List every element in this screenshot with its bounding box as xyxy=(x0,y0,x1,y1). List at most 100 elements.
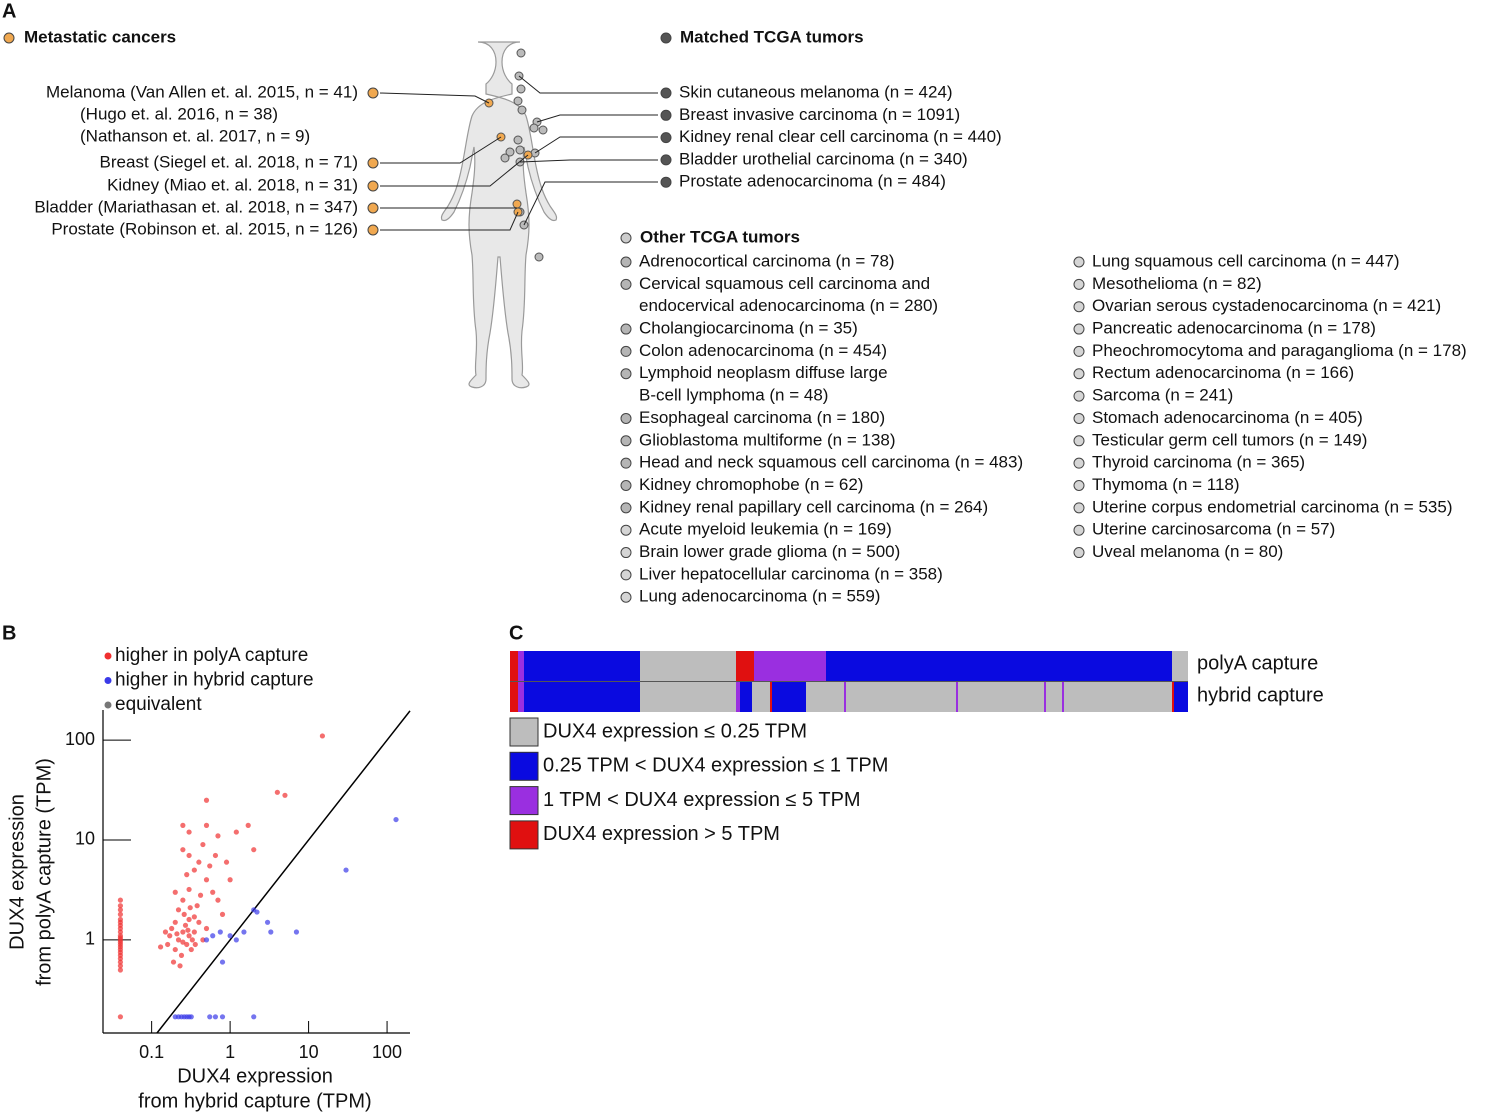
bullet xyxy=(1073,323,1085,335)
point xyxy=(210,933,216,939)
point xyxy=(157,944,164,950)
bullet xyxy=(620,323,632,335)
point xyxy=(210,889,216,895)
matched-item: Bladder urothelial carcinoma (n = 340) xyxy=(679,149,968,168)
heatmap-cell xyxy=(844,682,846,712)
other-item: Lung adenocarcinoma (n = 559) xyxy=(639,587,880,606)
other-item: Head and neck squamous cell carcinoma (n… xyxy=(639,453,1023,472)
other-item: Testicular germ cell tumors (n = 149) xyxy=(1092,430,1367,449)
panel-label: B xyxy=(2,622,16,644)
bullet xyxy=(1073,256,1085,268)
bullet xyxy=(367,157,379,169)
other-item: Thymoma (n = 118) xyxy=(1092,475,1240,494)
point xyxy=(117,897,124,903)
legend-swatch xyxy=(509,786,539,816)
point xyxy=(203,797,210,803)
bullet xyxy=(1073,368,1085,380)
other-item: Uterine corpus endometrial carcinoma (n … xyxy=(1092,497,1452,516)
group-title: Other TCGA tumors xyxy=(640,227,800,246)
point xyxy=(191,929,197,935)
bullet xyxy=(620,591,632,603)
heatmap-cell xyxy=(510,682,518,712)
other-item: B-cell lymphoma (n = 48) xyxy=(639,386,828,405)
legend-label: equivalent xyxy=(115,694,202,715)
other-item: Pheochromocytoma and paraganglioma (n = … xyxy=(1092,341,1467,360)
point xyxy=(165,941,171,948)
legend-label: DUX4 expression ≤ 0.25 TPM xyxy=(543,720,807,742)
bullet xyxy=(620,345,632,357)
point xyxy=(241,929,247,935)
point xyxy=(117,907,124,913)
point xyxy=(233,937,239,943)
point xyxy=(343,867,349,873)
point xyxy=(175,907,182,913)
point xyxy=(200,937,206,943)
heatmap-cell xyxy=(1062,682,1064,712)
bullet xyxy=(660,87,672,99)
bullet xyxy=(620,524,632,536)
bullet xyxy=(1073,502,1085,514)
point xyxy=(188,946,194,953)
metastatic-item: (Hugo et. al. 2016, n = 38) xyxy=(80,104,278,123)
heatmap-cell xyxy=(518,651,524,681)
bullet xyxy=(1073,301,1085,313)
point xyxy=(117,933,124,939)
y-axis-label: from polyA capture (TPM) xyxy=(33,758,55,986)
bullet xyxy=(620,412,632,424)
point xyxy=(251,847,257,853)
matched-item: Skin cutaneous melanoma (n = 424) xyxy=(679,82,953,101)
legend-label: 0.25 TPM < DUX4 expression ≤ 1 TPM xyxy=(543,755,888,777)
point xyxy=(215,833,221,839)
heatmap-cell xyxy=(736,682,740,712)
point xyxy=(172,919,178,925)
point xyxy=(215,897,221,903)
other-item: Adrenocortical carcinoma (n = 78) xyxy=(639,251,895,270)
bullet xyxy=(620,457,632,469)
matched-item: Prostate adenocarcinoma (n = 484) xyxy=(679,172,946,191)
bullet xyxy=(367,87,379,99)
point xyxy=(194,903,200,909)
point xyxy=(186,829,192,835)
identity-line xyxy=(156,710,411,1034)
row-label: polyA capture xyxy=(1197,652,1318,674)
y-axis-label: DUX4 expression xyxy=(6,794,28,950)
heatmap-cell xyxy=(1172,682,1174,712)
point xyxy=(170,959,177,965)
panel-label: A xyxy=(2,0,16,22)
point xyxy=(293,929,300,935)
y-tick-label: 10 xyxy=(75,829,95,849)
point xyxy=(203,822,210,828)
point xyxy=(196,859,202,865)
other-item: Lymphoid neoplasm diffuse large xyxy=(639,363,888,382)
point xyxy=(180,929,186,935)
other-item: Thyroid carcinoma (n = 365) xyxy=(1092,453,1305,472)
heatmap-cell xyxy=(740,682,752,712)
bullet xyxy=(367,180,379,192)
point xyxy=(393,816,399,823)
point xyxy=(167,933,173,939)
other-item: Esophageal carcinoma (n = 180) xyxy=(639,408,885,427)
bullet xyxy=(1073,524,1085,536)
legend-swatch xyxy=(509,751,539,781)
legend-label: higher in polyA capture xyxy=(115,645,308,666)
bullet xyxy=(1073,278,1085,290)
other-item: Brain lower grade glioma (n = 500) xyxy=(639,542,900,561)
point xyxy=(219,911,226,917)
point xyxy=(169,925,175,932)
point xyxy=(203,925,210,932)
point xyxy=(117,911,124,917)
x-tick-label: 1 xyxy=(225,1042,235,1062)
point xyxy=(188,1014,194,1020)
y-tick-label: 100 xyxy=(65,729,95,749)
heatmap-cell xyxy=(1064,682,1172,712)
bullet xyxy=(620,547,632,559)
legend-marker xyxy=(104,652,112,660)
heatmap-cell xyxy=(806,682,844,712)
point xyxy=(182,922,189,928)
point xyxy=(207,1014,213,1020)
other-item: Ovarian serous cystadenocarcinoma (n = 4… xyxy=(1092,296,1441,315)
other-item: Lung squamous cell carcinoma (n = 447) xyxy=(1092,251,1400,270)
legend-swatch xyxy=(509,717,539,747)
heatmap-cell xyxy=(524,651,640,681)
